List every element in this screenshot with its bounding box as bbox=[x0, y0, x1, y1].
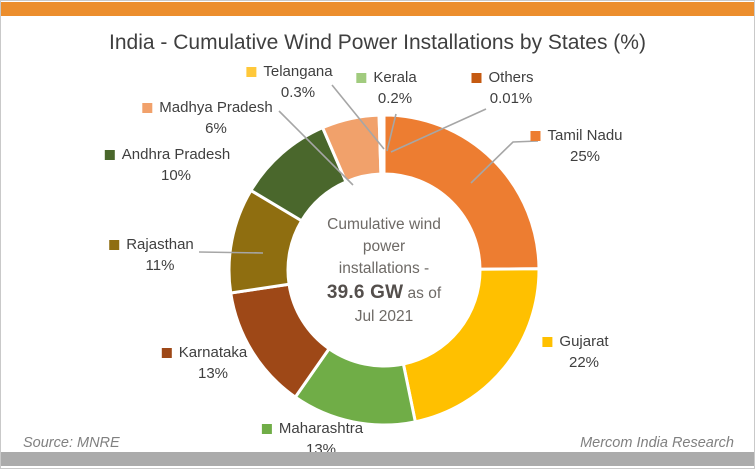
callout-label-karnataka: Karnataka 13% bbox=[161, 342, 247, 384]
leader-line-telangana bbox=[331, 84, 385, 150]
legend-marker-madhya-pradesh bbox=[142, 103, 153, 113]
legend-marker-others bbox=[471, 73, 482, 83]
state-name: Others bbox=[471, 69, 534, 86]
top-accent-bar bbox=[1, 2, 754, 16]
state-name: Telangana bbox=[246, 63, 333, 80]
state-name: Rajasthan bbox=[109, 236, 194, 253]
state-name: Madhya Pradesh bbox=[142, 99, 273, 116]
state-percent: 13% bbox=[197, 365, 229, 382]
legend-marker-gujarat bbox=[542, 337, 553, 347]
legend-marker-kerala bbox=[356, 73, 367, 83]
center-label-line: installations - bbox=[338, 260, 430, 277]
center-label-line: power bbox=[362, 238, 406, 255]
state-percent: 0.01% bbox=[489, 90, 533, 107]
center-label-line: Cumulative wind bbox=[327, 216, 441, 233]
state-percent: 10% bbox=[160, 167, 192, 184]
callout-label-andhra-pradesh: Andhra Pradesh 10% bbox=[104, 144, 230, 186]
state-percent: 0.3% bbox=[280, 84, 316, 101]
leader-line-rajasthan bbox=[198, 251, 264, 254]
center-label-value-line: 39.6 GW as of bbox=[287, 280, 482, 306]
state-name: Karnataka bbox=[161, 344, 247, 361]
source-note: Source: MNRE bbox=[23, 435, 120, 451]
state-percent: 11% bbox=[145, 257, 175, 274]
leader-line-kerala bbox=[386, 113, 397, 152]
callout-label-others: Others 0.01% bbox=[471, 67, 534, 109]
state-name: Gujarat bbox=[542, 333, 609, 350]
callout-label-kerala: Kerala 0.2% bbox=[356, 67, 417, 109]
total-capacity-suffix: as of bbox=[407, 285, 442, 302]
donut-center-label: Cumulative wind power installations - 39… bbox=[287, 214, 482, 328]
state-name: Kerala bbox=[356, 69, 417, 86]
state-percent: 6% bbox=[205, 120, 227, 137]
footer: Source: MNRE Mercom India Research bbox=[23, 435, 734, 451]
brand-credit: Mercom India Research bbox=[580, 435, 734, 451]
center-label-date: Jul 2021 bbox=[354, 308, 414, 325]
state-percent: 25% bbox=[569, 148, 601, 165]
legend-marker-maharashtra bbox=[261, 424, 272, 434]
state-name: Andhra Pradesh bbox=[104, 146, 230, 163]
legend-marker-andhra-pradesh bbox=[104, 150, 115, 160]
legend-marker-karnataka bbox=[161, 348, 172, 358]
callout-label-rajasthan: Rajasthan 11% bbox=[109, 234, 194, 276]
leader-line-others bbox=[390, 108, 487, 153]
bottom-bar bbox=[1, 452, 754, 466]
state-percent: 0.2% bbox=[377, 90, 413, 107]
callout-label-madhya-pradesh: Madhya Pradesh 6% bbox=[142, 97, 273, 139]
legend-marker-tamil-nadu bbox=[530, 131, 541, 141]
callout-label-telangana: Telangana 0.3% bbox=[246, 61, 333, 103]
total-capacity-value: 39.6 GW bbox=[326, 282, 404, 303]
state-percent: 22% bbox=[568, 354, 600, 371]
leader-line-madhya-pradesh bbox=[278, 110, 354, 186]
slice-tamil-nadu bbox=[382, 113, 541, 271]
state-name: Tamil Nadu bbox=[530, 127, 623, 144]
legend-marker-telangana bbox=[246, 67, 257, 77]
state-name: Maharashtra bbox=[261, 420, 363, 437]
chart-title: India - Cumulative Wind Power Installati… bbox=[109, 31, 646, 54]
legend-marker-rajasthan bbox=[109, 240, 120, 250]
callout-label-gujarat: Gujarat 22% bbox=[542, 331, 609, 373]
leader-line-tamil-nadu bbox=[470, 140, 539, 184]
callout-label-tamil-nadu: Tamil Nadu 25% bbox=[530, 125, 623, 167]
